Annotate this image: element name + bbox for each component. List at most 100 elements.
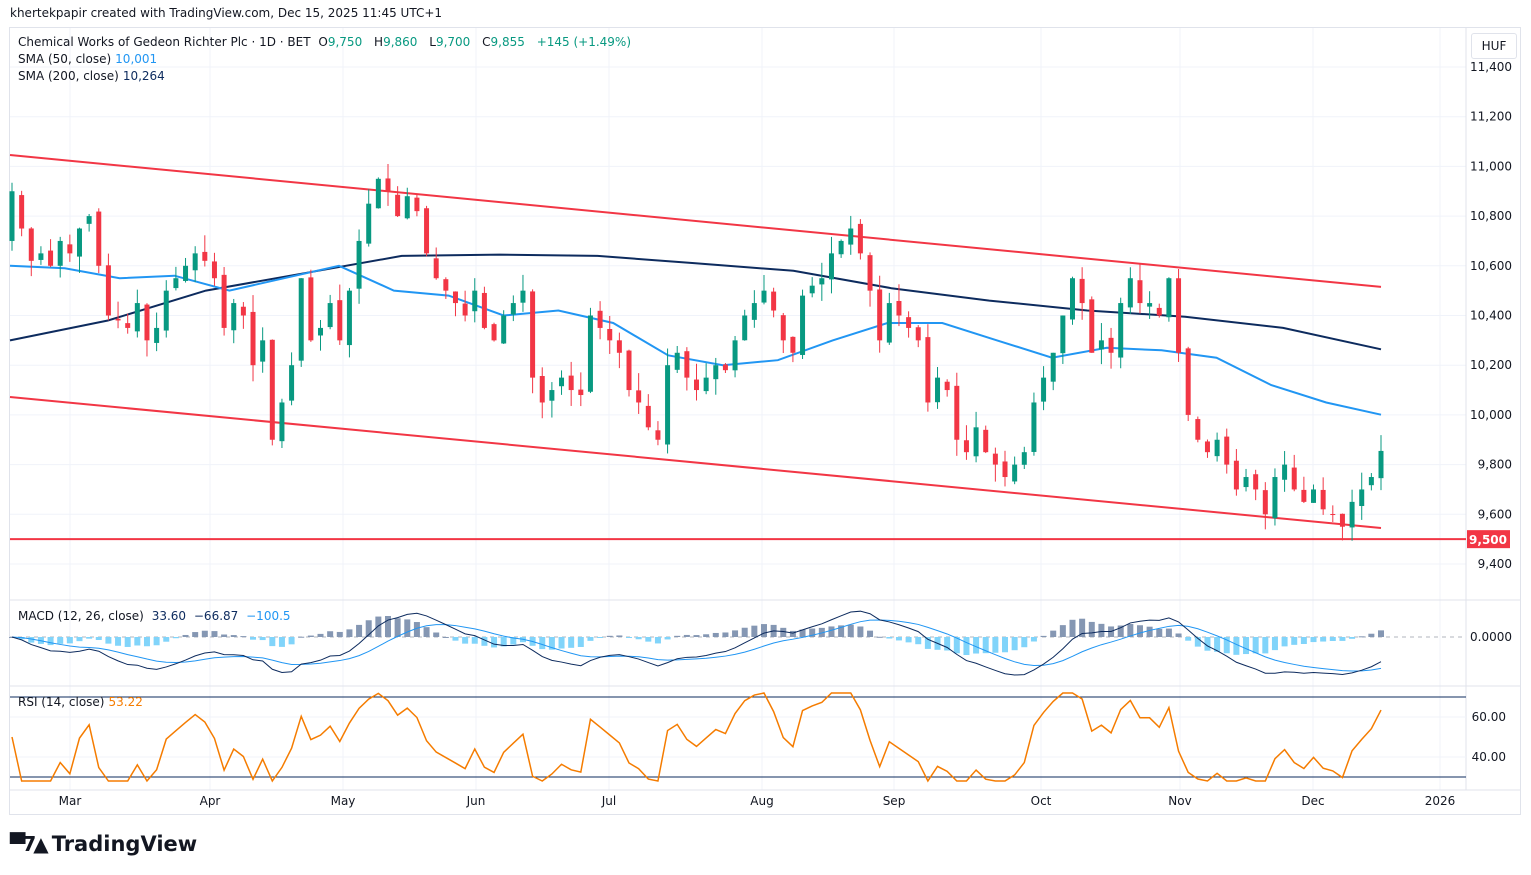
sma50-legend[interactable]: SMA (50, close) 10,001 (18, 52, 161, 66)
candle-body (1224, 436, 1230, 465)
macd-histogram-bar (1050, 630, 1057, 637)
macd-histogram-bar (1223, 637, 1230, 654)
candle-body (404, 196, 410, 219)
candle-body (510, 303, 516, 315)
candle (298, 278, 304, 367)
macd-histogram-bar (1030, 637, 1037, 642)
candle (896, 284, 902, 327)
candle-body (906, 317, 912, 328)
candle-body (76, 228, 82, 257)
macd-histogram-bar (356, 624, 363, 637)
chart-credit: khertekpapir created with TradingView.co… (10, 6, 443, 20)
macd-histogram-bar (1136, 625, 1143, 637)
macd-histogram-bar (838, 625, 845, 637)
candle (520, 274, 526, 312)
candle (1330, 505, 1336, 523)
candle-body (838, 240, 844, 255)
candle-body (1282, 464, 1288, 480)
candle (67, 234, 73, 262)
candle-body (346, 290, 352, 346)
candle (665, 348, 671, 454)
candle-body (703, 377, 709, 392)
time-tick-label: 2026 (1425, 794, 1456, 808)
tradingview-logo[interactable]: ▀7▲ TradingView (10, 832, 197, 856)
macd-histogram-bar (365, 620, 372, 637)
macd-histogram-bar (1310, 637, 1317, 643)
candle-body (211, 261, 217, 279)
candle-body (597, 310, 603, 328)
candle-body (587, 315, 593, 392)
macd-histogram-bar (558, 637, 565, 649)
time-tick-label: Apr (200, 794, 221, 808)
price-tick-label: 11,400 (1470, 60, 1512, 74)
macd-legend[interactable]: MACD (12, 26, close) 33.60 −66.87 −100.5 (18, 609, 295, 623)
sma200-label: SMA (200, close) (18, 69, 119, 83)
candle-body (1021, 452, 1027, 465)
candle-body (713, 365, 719, 380)
macd-histogram-bar (1088, 621, 1095, 637)
macd-histogram-bar (886, 637, 893, 639)
macd-histogram-bar (992, 637, 999, 653)
macd-histogram-bar (683, 634, 690, 637)
candle-body (1108, 337, 1114, 353)
candle-body (183, 265, 189, 281)
candle-body (790, 336, 796, 353)
macd-histogram-bar (789, 630, 796, 637)
candle (790, 336, 796, 363)
candle-body (828, 253, 834, 280)
candle (1166, 277, 1172, 322)
rsi-value: 53.22 (108, 695, 143, 709)
macd-histogram-bar (471, 637, 478, 644)
candle (510, 295, 516, 322)
macd-histogram-bar (153, 637, 160, 646)
rsi-legend[interactable]: RSI (14, close) 53.22 (18, 695, 147, 709)
candle (1224, 428, 1230, 474)
candle-body (568, 375, 574, 391)
macd-label: MACD (12, 26, close) (18, 609, 144, 623)
candle-body (289, 365, 295, 401)
candle-body (751, 303, 757, 320)
candle-body (192, 253, 198, 271)
candle-body (665, 365, 671, 445)
sma200-legend[interactable]: SMA (200, close) 10,264 (18, 69, 169, 83)
candle (1050, 352, 1056, 391)
currency-button[interactable]: HUF (1471, 33, 1517, 59)
macd-histogram-bar (1011, 637, 1018, 651)
candle-body (221, 274, 227, 328)
candle (1339, 513, 1345, 541)
candle-body (1243, 477, 1249, 488)
rsi-label: RSI (14, close) (18, 695, 105, 709)
candle (636, 373, 642, 414)
candle-body (57, 240, 63, 266)
candle-body (1050, 352, 1056, 382)
candle (1156, 303, 1162, 318)
sma50-label: SMA (50, close) (18, 52, 112, 66)
candle-body (1311, 489, 1317, 503)
candle (732, 335, 738, 378)
macd-histogram-bar (876, 636, 883, 638)
candle (433, 247, 439, 280)
candle-body (925, 337, 931, 403)
candle (28, 227, 34, 277)
symbol-title[interactable]: Chemical Works of Gedeon Richter Plc · 1… (18, 35, 311, 49)
change-value: +145 (+1.49%) (536, 35, 632, 49)
rsi-tick-label: 60.00 (1472, 710, 1506, 724)
macd-histogram-bar (182, 634, 189, 637)
candle-body (96, 211, 102, 266)
candle-body (819, 278, 825, 285)
candle-body (337, 300, 343, 341)
candle (549, 382, 555, 418)
candle (366, 189, 372, 247)
candle-body (732, 340, 738, 371)
sma50-value: 10,001 (115, 52, 158, 66)
candle-body (944, 381, 950, 391)
candle (1204, 439, 1210, 458)
candle (9, 182, 15, 251)
candle-body (915, 327, 921, 341)
candle (1012, 456, 1018, 485)
candle (1021, 446, 1027, 469)
macd-histogram-bar (413, 622, 420, 637)
time-tick-label: Mar (59, 794, 82, 808)
candle-body (973, 427, 979, 457)
